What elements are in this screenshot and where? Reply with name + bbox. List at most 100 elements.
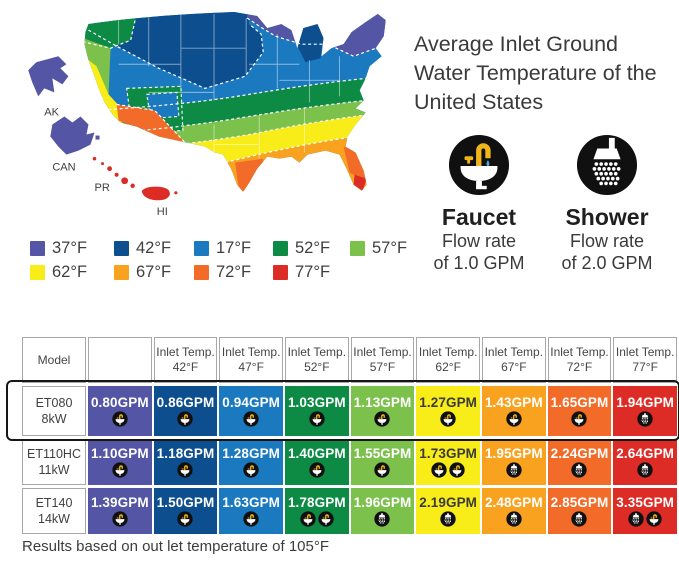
gpm-cell: 2.19GPM (416, 488, 480, 534)
faucet-icon (374, 462, 391, 478)
gpm-cell: 1.43GPM (482, 386, 546, 436)
legend-swatch-62 (30, 265, 45, 280)
gpm-cell: 2.64GPM (613, 439, 677, 485)
shower-icon (571, 462, 588, 478)
legend-item: 77°F (273, 263, 350, 281)
table-header-empty (88, 337, 152, 383)
legend-item: 42°F (114, 239, 194, 257)
shower-icon (576, 134, 638, 195)
legend-item: 67°F (114, 263, 194, 281)
shower-icon (374, 511, 391, 527)
faucet-icon (243, 462, 259, 478)
hawaii-island (141, 186, 170, 201)
model-cell-et080: ET080 8kW (22, 386, 86, 436)
gpm-cell: 1.03GPM (285, 386, 349, 436)
faucet-icon (177, 511, 194, 527)
shower-flow-line1: Flow rate (569, 230, 645, 251)
gpm-cell: 0.86GPM (153, 386, 218, 436)
state-borders (118, 12, 341, 159)
faucet-icon (571, 411, 588, 427)
flow-rate-table: Model Inlet Temp. 42°F Inlet Temp. 47°F In… (6, 337, 679, 534)
faucet-icon (506, 411, 522, 427)
island-chain (92, 156, 135, 188)
table-header-temp-67: Inlet Temp. 67°F (482, 337, 546, 383)
legend-swatch-77 (273, 265, 288, 280)
faucet-fixture: Faucet Flow rate of 1.0 GPM (420, 134, 538, 275)
model-cell-et140: ET140 14kW (22, 488, 86, 534)
legend-item: 62°F (30, 263, 114, 281)
gpm-cell: 1.50GPM (153, 488, 218, 534)
gpm-cell: 1.65GPM (547, 386, 612, 436)
legend-swatch-42 (114, 241, 129, 256)
faucet-icon (309, 462, 325, 478)
faucet-icon (112, 462, 128, 478)
table-header-temp-62: Inlet Temp. 62°F (416, 337, 480, 383)
faucet-icon (177, 411, 194, 427)
shower-icon (571, 511, 588, 527)
gpm-cell: 1.96GPM (350, 488, 415, 534)
gpm-cell: 1.39GPM (88, 488, 152, 534)
faucet-icon (318, 511, 334, 527)
gpm-cell: 1.10GPM (88, 439, 152, 485)
shower-icon (637, 462, 653, 478)
shower-icon (628, 511, 644, 527)
table-header-temp-72: Inlet Temp. 72°F (547, 337, 612, 383)
faucet-icon (440, 411, 456, 427)
faucet-icon (243, 511, 259, 527)
faucet-icon (177, 462, 194, 478)
table-header-temp-47: Inlet Temp. 47°F (219, 337, 283, 383)
gpm-cell: 1.18GPM (153, 439, 218, 485)
legend-item: 57°F (350, 239, 426, 257)
faucet-flow-line1: Flow rate (441, 230, 517, 251)
legend-item: 17°F (194, 239, 273, 257)
gpm-cell: 1.27GPM (416, 386, 480, 436)
faucet-flow-line2: of 1.0 GPM (433, 252, 525, 273)
fixtures: Faucet Flow rate of 1.0 GPM (414, 134, 672, 275)
gpm-cell: 1.28GPM (219, 439, 283, 485)
shower-icon (506, 511, 522, 527)
shower-title: Shower (565, 203, 649, 230)
temperature-zones (84, 12, 386, 192)
legend-swatch-37 (30, 241, 45, 256)
legend-item: 37°F (30, 239, 114, 257)
faucet-icon (112, 511, 128, 527)
gpm-cell: 3.35GPM (613, 488, 677, 534)
faucet-icon (646, 511, 662, 527)
alaska-label: AK (44, 106, 59, 118)
shower-fixture: Shower Flow rate of 2.0 GPM (548, 134, 666, 275)
hawaii-islet (174, 191, 178, 195)
gpm-cell: 2.85GPM (547, 488, 612, 534)
gpm-cell: 2.48GPM (482, 488, 546, 534)
temperature-legend: 37°F 42°F 17°F 52°F 57°F 62°F 67°F 72°F … (30, 239, 426, 281)
gpm-cell: 1.13GPM (350, 386, 415, 436)
legend-item: 72°F (194, 263, 273, 281)
table-header-temp-52: Inlet Temp. 52°F (285, 337, 349, 383)
canada-label: CAN (52, 162, 75, 174)
right-panel: Average Inlet Ground Water Temperature o… (414, 30, 672, 275)
faucet-icon (448, 134, 510, 195)
page-title: Average Inlet Ground Water Temperature o… (414, 32, 657, 115)
faucet-icon (309, 411, 325, 427)
shower-flow-line2: of 2.0 GPM (561, 252, 653, 273)
faucet-icon (243, 411, 259, 427)
faucet-icon (112, 411, 128, 427)
faucet-icon (449, 462, 465, 478)
table-header-temp-57: Inlet Temp. 57°F (350, 337, 415, 383)
footnote: Results based on out let temperature of … (22, 538, 330, 555)
gpm-cell: 0.80GPM (88, 386, 152, 436)
gpm-cell: 0.94GPM (219, 386, 283, 436)
faucet-icon (374, 411, 391, 427)
gpm-cell: 1.95GPM (482, 439, 546, 485)
legend-swatch-57 (350, 241, 365, 256)
canada-shape (50, 116, 95, 155)
us-temperature-map: AK CAN PR HI (28, 12, 386, 218)
gpm-cell: 1.78GPM (285, 488, 349, 534)
gpm-cell: 1.40GPM (285, 439, 349, 485)
hawaii-label: HI (157, 206, 168, 218)
gpm-cell: 1.63GPM (219, 488, 283, 534)
legend-item: 52°F (273, 239, 350, 257)
faucet-icon (431, 462, 447, 478)
table-header-temp-42: Inlet Temp. 42°F (153, 337, 218, 383)
legend-swatch-17 (194, 241, 209, 256)
